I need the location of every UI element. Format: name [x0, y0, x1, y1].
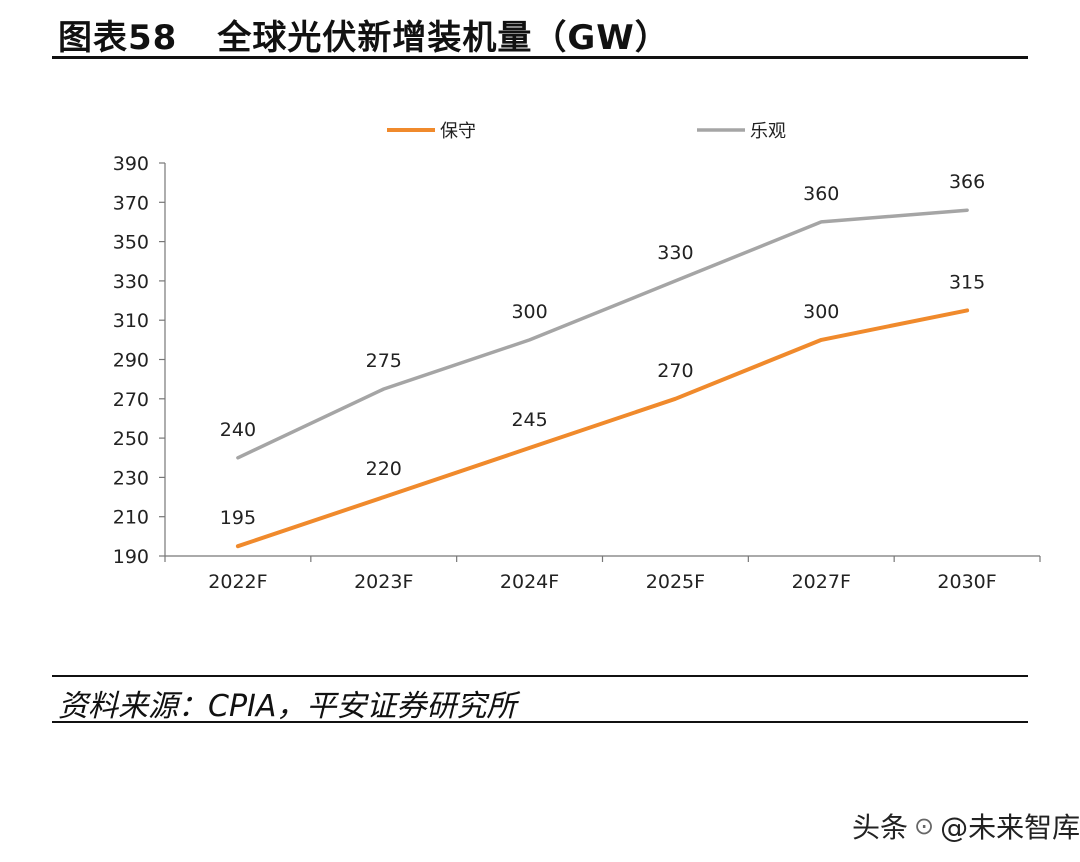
- series-line-conservative: [235, 308, 970, 549]
- series-line-optimistic: [236, 208, 969, 460]
- source-divider-top: [52, 675, 1028, 677]
- figure-title: 图表58 全球光伏新增装机量（GW）: [58, 10, 670, 59]
- y-tick-label: 270: [113, 389, 149, 411]
- data-label: 195: [220, 507, 256, 529]
- y-tick-label: 390: [113, 153, 149, 175]
- x-tick-label: 2024F: [500, 571, 559, 593]
- data-label: 245: [511, 409, 547, 431]
- data-label: 270: [657, 360, 693, 382]
- y-tick-label: 350: [113, 232, 149, 254]
- data-label: 300: [803, 301, 839, 323]
- title-divider: [52, 56, 1028, 59]
- x-tick-label: 2027F: [792, 571, 851, 593]
- legend-label: 乐观: [750, 121, 786, 142]
- y-tick-label: 290: [113, 350, 149, 372]
- data-label: 360: [803, 183, 839, 205]
- x-tick-label: 2025F: [646, 571, 705, 593]
- watermark: 头条 ⊙ @未来智库: [852, 806, 1080, 846]
- x-tick-label: 2022F: [208, 571, 267, 593]
- y-tick-label: 250: [113, 428, 149, 450]
- data-label: 366: [949, 171, 985, 193]
- data-label: 220: [366, 458, 402, 480]
- wechat-icon: ⊙: [914, 812, 935, 840]
- y-tick-label: 370: [113, 192, 149, 214]
- data-label: 330: [657, 242, 693, 264]
- chart-title: 全球光伏新增装机量（GW）: [217, 18, 670, 58]
- x-tick-label: 2030F: [937, 571, 996, 593]
- y-tick-label: 210: [113, 507, 149, 529]
- y-tick-label: 230: [113, 467, 149, 489]
- source-note: 资料来源：CPIA，平安证券研究所: [58, 689, 517, 724]
- watermark-left: 头条: [852, 811, 909, 844]
- source-divider-bottom: [52, 721, 1028, 723]
- data-label: 300: [511, 301, 547, 323]
- data-label: 275: [366, 350, 402, 372]
- y-tick-label: 190: [113, 546, 149, 568]
- figure-number: 图表58: [58, 18, 178, 58]
- data-label: 315: [949, 271, 985, 293]
- watermark-right: @未来智库: [940, 811, 1080, 844]
- x-tick-label: 2023F: [354, 571, 413, 593]
- data-label: 240: [220, 419, 256, 441]
- y-tick-label: 330: [113, 271, 149, 293]
- y-tick-label: 310: [113, 310, 149, 332]
- legend-label: 保守: [440, 121, 476, 142]
